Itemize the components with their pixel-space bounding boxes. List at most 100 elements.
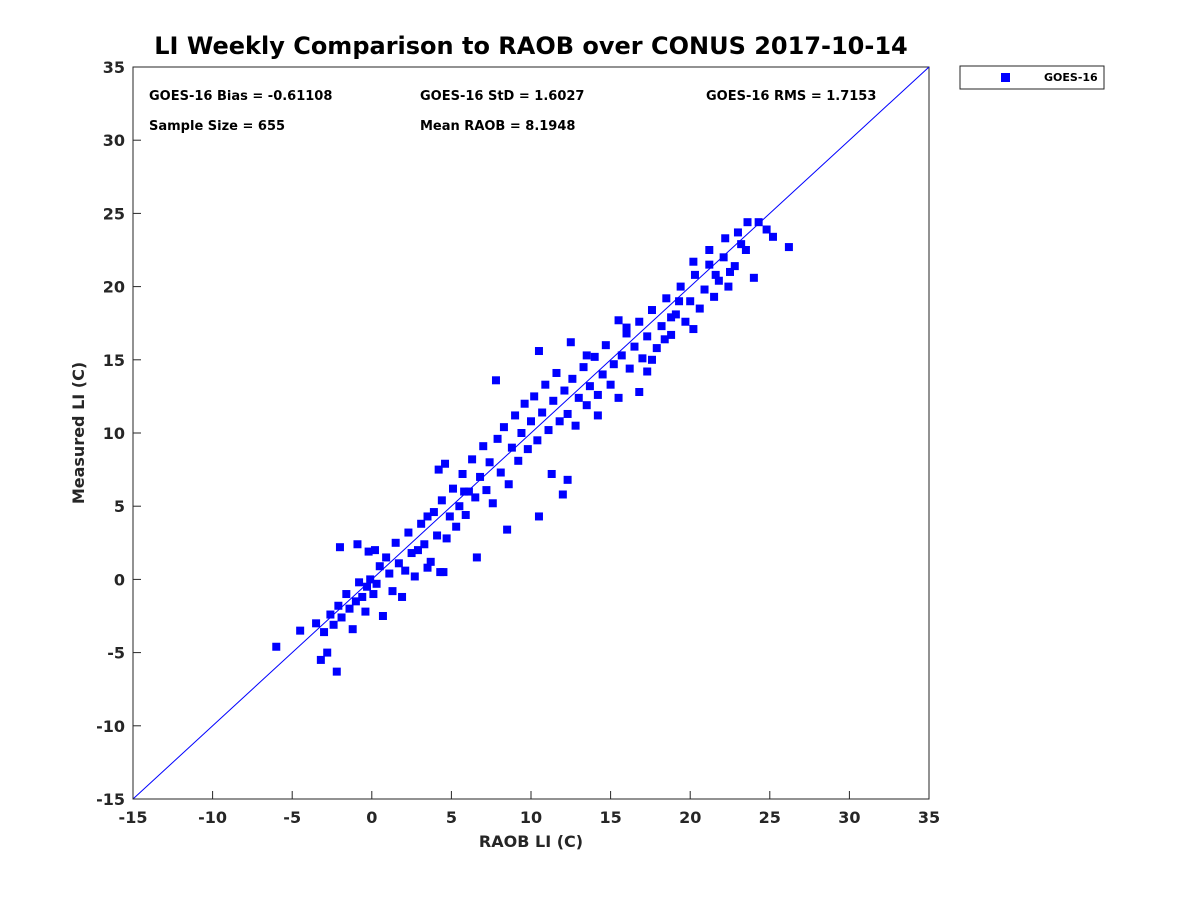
data-point <box>433 531 442 540</box>
data-point <box>568 374 577 383</box>
data-point <box>460 487 469 496</box>
x-tick-label: -10 <box>198 808 227 827</box>
data-point <box>730 262 739 271</box>
data-point <box>667 330 676 339</box>
data-point <box>491 376 500 385</box>
data-point <box>647 306 656 315</box>
data-point <box>296 626 305 635</box>
data-point <box>560 386 569 395</box>
x-tick-label: -15 <box>119 808 148 827</box>
data-point <box>541 380 550 389</box>
data-point <box>563 475 572 484</box>
data-point <box>574 393 583 402</box>
data-point <box>410 572 419 581</box>
data-point <box>647 355 656 364</box>
data-point <box>749 273 758 282</box>
data-point <box>689 257 698 266</box>
data-point <box>726 267 734 276</box>
y-tick-label: 25 <box>103 204 125 223</box>
chart-title: LI Weekly Comparison to RAOB over CONUS … <box>154 32 907 60</box>
data-point <box>533 436 542 445</box>
data-point <box>472 553 481 562</box>
data-point <box>366 575 375 584</box>
data-point <box>558 490 567 499</box>
data-point <box>334 601 343 610</box>
data-point <box>320 628 329 637</box>
legend-label: GOES-16 <box>1044 71 1098 84</box>
data-point <box>468 455 477 464</box>
y-tick-label: -15 <box>96 790 125 809</box>
y-axis-label: Measured LI (C) <box>69 362 88 504</box>
data-point <box>671 310 680 319</box>
x-axis-ticks: -15 -10 -5 0 5 10 15 20 25 30 35 <box>119 791 940 827</box>
data-point <box>342 590 351 599</box>
x-tick-label: 15 <box>599 808 621 827</box>
stat-bias: GOES-16 Bias = -0.61108 <box>149 89 332 104</box>
data-point <box>582 351 591 360</box>
data-point <box>544 426 553 435</box>
data-point <box>593 411 602 420</box>
data-point <box>638 354 647 363</box>
data-point <box>523 445 532 454</box>
data-point <box>482 486 491 495</box>
data-point <box>364 547 373 556</box>
data-point <box>511 411 520 420</box>
data-point <box>547 469 556 478</box>
y-tick-label: 20 <box>103 278 125 297</box>
data-point <box>388 587 397 596</box>
data-point <box>711 270 720 279</box>
y-tick-label: 0 <box>114 570 125 589</box>
data-point <box>448 484 457 493</box>
data-point <box>499 423 508 432</box>
data-point <box>582 401 591 410</box>
data-point <box>507 443 516 452</box>
data-point <box>768 232 777 241</box>
data-point <box>635 388 644 397</box>
legend-box <box>959 65 1105 90</box>
data-point <box>617 351 626 360</box>
data-point <box>681 317 690 326</box>
data-point <box>361 607 370 616</box>
data-point <box>657 322 666 331</box>
x-tick-label: 20 <box>679 808 701 827</box>
data-point <box>445 512 454 521</box>
data-point <box>675 297 684 306</box>
y-tick-label: 5 <box>114 497 125 516</box>
data-point <box>370 546 379 555</box>
data-point <box>503 525 512 534</box>
data-point <box>329 620 338 629</box>
data-point <box>479 442 488 451</box>
x-tick-label: 10 <box>520 808 542 827</box>
data-point <box>622 329 631 338</box>
data-point <box>458 469 467 478</box>
data-point <box>530 392 539 401</box>
data-point <box>555 417 564 426</box>
x-tick-label: 5 <box>446 808 457 827</box>
data-point <box>609 360 618 369</box>
data-point <box>355 578 364 587</box>
data-point <box>614 316 623 325</box>
data-point <box>754 218 763 227</box>
data-point <box>625 364 634 373</box>
data-point <box>476 472 485 481</box>
data-point <box>452 522 461 531</box>
y-tick-label: 30 <box>103 131 125 150</box>
x-tick-label: 30 <box>838 808 860 827</box>
data-point <box>407 549 416 558</box>
data-point <box>316 655 325 664</box>
data-point <box>345 604 354 613</box>
data-point <box>593 390 602 399</box>
data-point <box>643 332 652 341</box>
data-point <box>601 341 610 350</box>
data-point <box>689 325 698 334</box>
data-point <box>743 218 752 227</box>
data-point <box>372 579 381 588</box>
data-point <box>417 519 426 528</box>
data-point <box>733 228 742 237</box>
stats-annotations: GOES-16 Bias = -0.61108 GOES-16 StD = 1.… <box>149 89 876 134</box>
data-point <box>493 434 502 443</box>
data-point <box>520 399 529 408</box>
reference-line <box>132 66 930 800</box>
data-point <box>394 559 403 568</box>
